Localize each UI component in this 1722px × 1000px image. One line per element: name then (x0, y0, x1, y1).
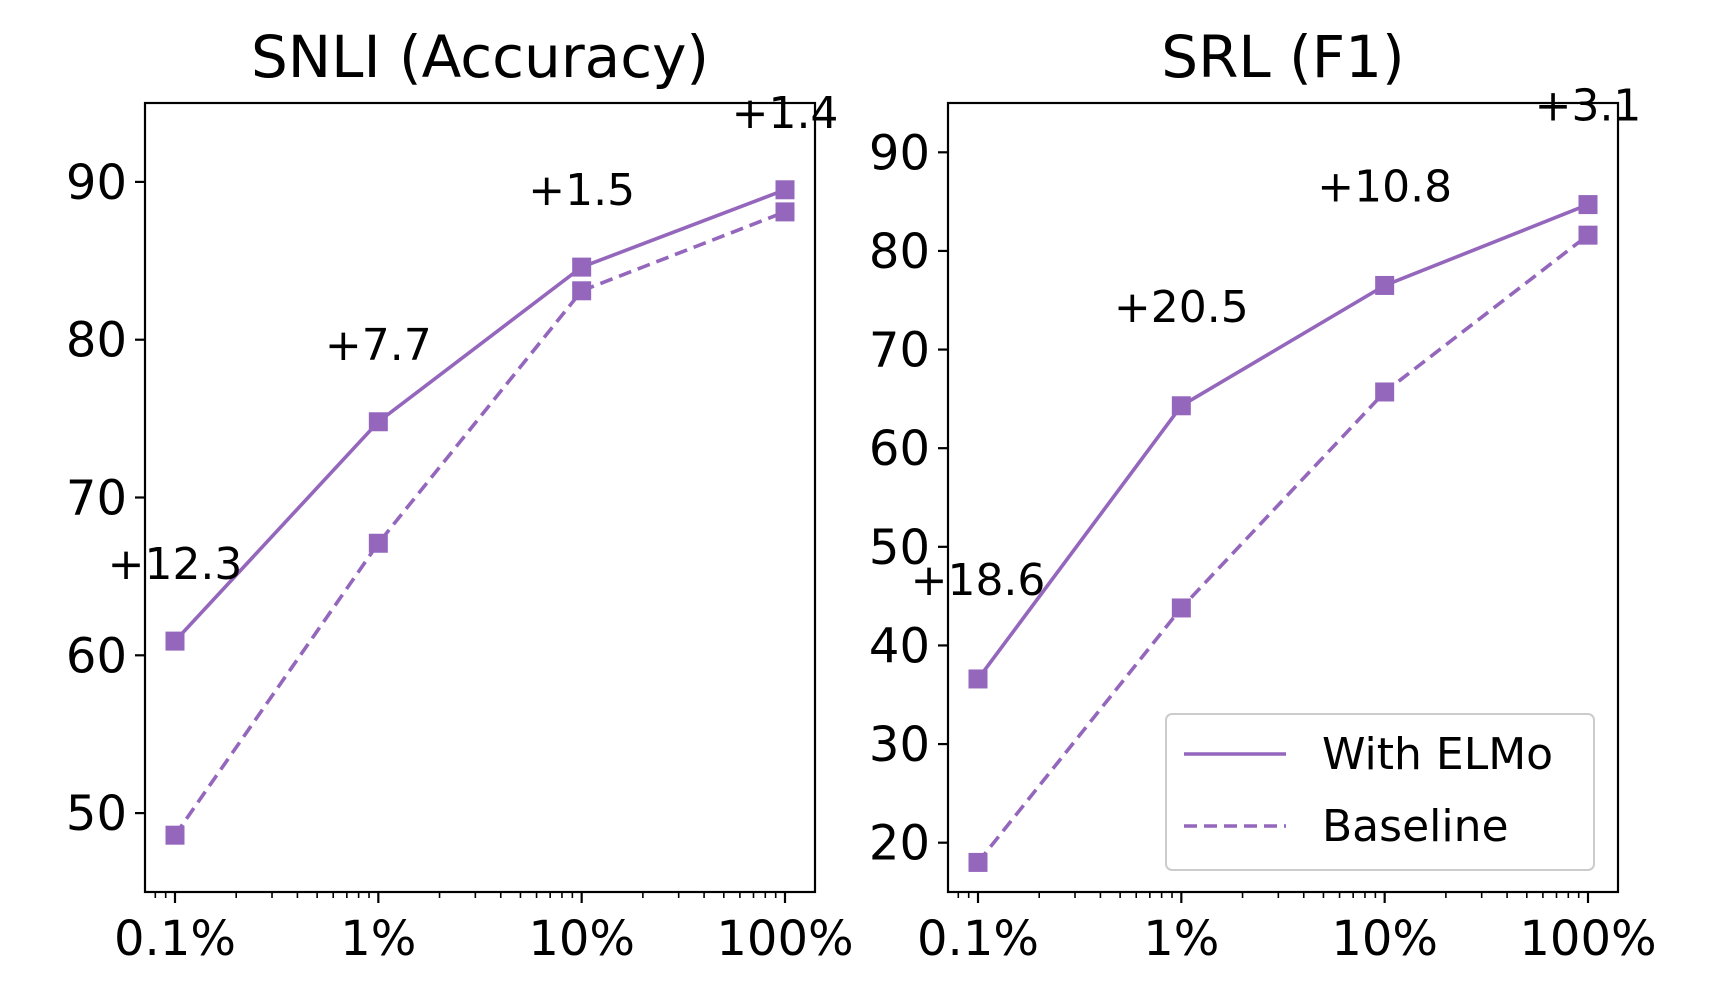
data-point-marker (165, 825, 185, 845)
series-line-baseline (173, 210, 786, 837)
legend-entry-label: Baseline (1322, 801, 1509, 852)
y-tick-label: 20 (869, 816, 930, 872)
y-tick-label: 90 (869, 125, 930, 181)
data-point-marker (165, 631, 185, 651)
y-tick-label: 70 (66, 471, 127, 527)
gain-annotation: +7.7 (325, 320, 432, 371)
gain-annotation: +10.8 (1317, 161, 1452, 212)
chart-panel-1: SRL (F1) 20 30 40 50 60 70 80 90 0.1% 1% 10% 100% +18… (869, 23, 1657, 967)
data-point-marker (1578, 225, 1598, 245)
data-point-marker (572, 281, 592, 301)
gain-annotation: +1.5 (528, 165, 635, 216)
data-point-marker (968, 669, 988, 689)
data-point-marker (368, 412, 388, 432)
data-point-marker (1375, 275, 1395, 295)
y-tick-label: 60 (66, 628, 127, 684)
gain-annotation: +1.4 (732, 88, 839, 139)
y-tick-label: 30 (869, 717, 930, 773)
plot-area-frame (143, 101, 817, 894)
chart-title: SRL (F1) (1161, 23, 1404, 91)
y-tick-label: 80 (869, 224, 930, 280)
data-point-marker (572, 257, 592, 277)
gain-annotation: +3.1 (1535, 81, 1642, 132)
data-point-marker (368, 533, 388, 553)
chart-title: SNLI (Accuracy) (251, 23, 709, 91)
y-tick-label: 50 (869, 520, 930, 576)
y-tick-label: 50 (66, 786, 127, 842)
gain-annotation: +12.3 (108, 539, 243, 590)
x-tick-label: 100% (716, 911, 853, 967)
x-tick-label: 10% (1331, 911, 1438, 967)
x-tick-label: 0.1% (114, 911, 236, 967)
data-point-marker (1171, 396, 1191, 416)
data-point-marker (1375, 382, 1395, 402)
data-point-marker (968, 852, 988, 872)
data-point-marker (775, 180, 795, 200)
legend-entry-label: With ELMo (1322, 729, 1553, 780)
chart-panel-0: SNLI (Accuracy) 50 60 70 80 90 0.1% 1% 10% 100% +1… (66, 23, 854, 967)
x-tick-label: 1% (340, 911, 416, 967)
y-tick-label: 80 (66, 313, 127, 369)
y-tick-label: 60 (869, 421, 930, 477)
x-tick-label: 10% (528, 911, 635, 967)
x-tick-label: 0.1% (917, 911, 1039, 967)
series-line-with-elmo (976, 202, 1589, 681)
x-tick-label: 100% (1519, 911, 1656, 967)
data-point-marker (1578, 195, 1598, 215)
gain-annotation: +18.6 (911, 555, 1046, 606)
y-tick-label: 40 (869, 618, 930, 674)
data-point-marker (1171, 598, 1191, 618)
series-line-with-elmo (173, 188, 786, 643)
gain-annotation: +20.5 (1114, 282, 1249, 333)
data-point-marker (775, 202, 795, 222)
y-tick-label: 70 (869, 323, 930, 379)
x-tick-label: 1% (1143, 911, 1219, 967)
series-line-baseline (976, 233, 1590, 864)
y-tick-label: 90 (66, 155, 127, 211)
legend: With ELMo Baseline (1165, 713, 1595, 871)
plot-area-frame (946, 101, 1620, 894)
